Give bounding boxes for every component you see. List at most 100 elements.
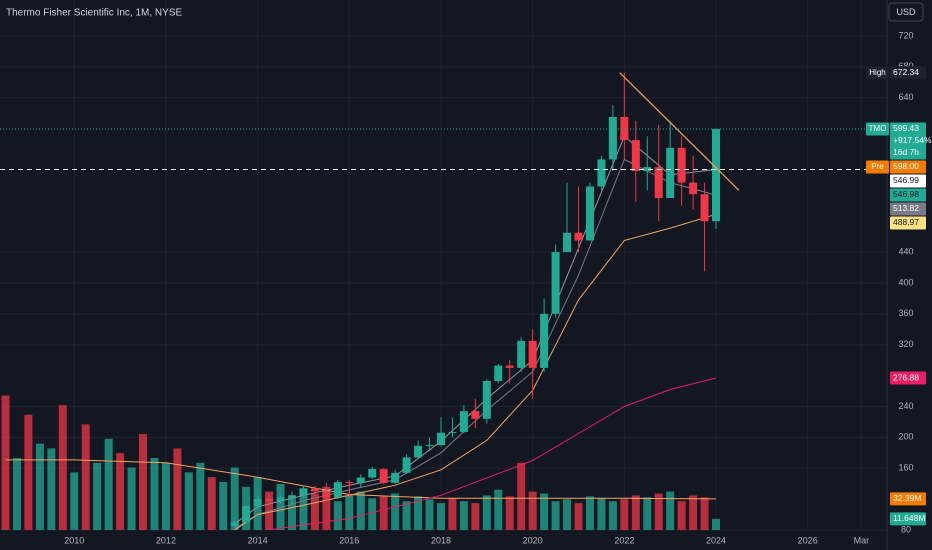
currency-button[interactable] (888, 2, 924, 22)
candle-body (494, 365, 503, 381)
badge-name-box (866, 160, 889, 174)
badge-text: 32.39M (893, 493, 921, 503)
candle-body (379, 469, 388, 483)
grid (0, 0, 887, 531)
x-tick-label: 2026 (798, 535, 818, 545)
volume-bar (150, 457, 159, 530)
volume-bar (631, 495, 640, 530)
x-tick-label: 2016 (339, 535, 359, 545)
badge-box (890, 371, 926, 385)
volume-bar (58, 405, 67, 530)
volume-bar (666, 491, 675, 530)
badge-text: 513.82 (893, 203, 919, 213)
volume-bar (563, 499, 572, 530)
volume-bar (196, 462, 205, 530)
volume-bar (287, 496, 296, 530)
badge-box (890, 512, 926, 526)
volume-bar (368, 498, 377, 530)
volume-bar (505, 496, 514, 530)
moving-average (234, 158, 717, 529)
volume-bar (551, 501, 560, 530)
volume-bar (448, 498, 457, 530)
volume-bar (620, 499, 629, 530)
candle-body (631, 140, 640, 172)
candle-body (425, 445, 434, 447)
y-tick-label: 240 (898, 401, 913, 411)
volume-bar (689, 495, 698, 530)
badge-name: TMO (869, 124, 887, 133)
moving-average (264, 377, 717, 530)
volume-bar (528, 491, 537, 530)
volume-bar (345, 495, 354, 530)
volume-bar (35, 443, 44, 530)
candle-body (597, 159, 606, 187)
volume-bar (139, 433, 148, 530)
y-tick-label: 680 (898, 61, 913, 71)
candle-body (402, 457, 411, 473)
x-tick-label: Mar (854, 535, 870, 545)
volume-bar (356, 491, 365, 530)
volume-bar (116, 453, 125, 530)
volume-pane (1, 395, 721, 530)
volume-bar (184, 472, 193, 530)
badge-box (890, 492, 926, 506)
badge-box (890, 66, 926, 80)
volume-bar (24, 414, 33, 530)
candle-body (585, 186, 594, 241)
candle-body (391, 472, 400, 483)
volume-bar (47, 448, 56, 530)
moving-average (234, 213, 717, 530)
candle-body (242, 506, 251, 523)
y-tick-label: 440 (898, 246, 913, 256)
candle-body (230, 522, 239, 527)
candle-body (482, 380, 491, 419)
candle-body (276, 497, 285, 501)
candle-body (265, 499, 274, 501)
y-tick-label: 720 (898, 30, 913, 40)
price-pane (0, 72, 887, 530)
volume-bar (161, 462, 170, 530)
volume-bar (608, 501, 617, 530)
candle-body (414, 445, 423, 458)
volume-bar (471, 503, 480, 530)
currency-label[interactable]: USD (896, 7, 916, 17)
candle-body (322, 491, 331, 498)
volume-bar (402, 501, 411, 530)
volume-bar (230, 467, 239, 530)
volume-bar (677, 501, 686, 530)
badge-text: 11.648M (893, 513, 925, 523)
volume-bar (654, 493, 663, 530)
badge-text: 276.88 (893, 372, 919, 382)
volume-bar (643, 497, 652, 530)
volume-bar (391, 493, 400, 530)
candle-body (253, 499, 262, 507)
candle-body (689, 182, 698, 195)
volume-bar (207, 477, 216, 530)
badge-text: 672.34 (893, 67, 919, 77)
volume-bar (276, 483, 285, 530)
candle-body (471, 411, 480, 419)
badge-name: High (869, 68, 885, 77)
badge-text: 546.98 (893, 189, 919, 199)
candle-body (551, 252, 560, 314)
candle-body (712, 128, 721, 222)
candle-body (528, 340, 537, 368)
volume-bar (712, 518, 721, 530)
volume-bar (482, 495, 491, 530)
candle-body (345, 482, 354, 484)
volume-bar (12, 457, 21, 530)
volume-bar (494, 489, 503, 530)
candle-body (666, 147, 675, 199)
axes: 80 160 200 240 320 360 400 440 640 680 720 2010 2012… (64, 0, 932, 550)
volume-bar (104, 438, 113, 530)
x-tick-label: 2012 (156, 535, 176, 545)
volume-bar (93, 462, 102, 530)
badge-name-box (866, 66, 889, 80)
volume-bar (1, 395, 10, 530)
y-tick-label: 640 (898, 92, 913, 102)
badge-text: 16d 7h (893, 147, 919, 157)
volume-bar (299, 489, 308, 530)
badge-text: 488.97 (893, 217, 919, 227)
moving-average (234, 135, 717, 525)
